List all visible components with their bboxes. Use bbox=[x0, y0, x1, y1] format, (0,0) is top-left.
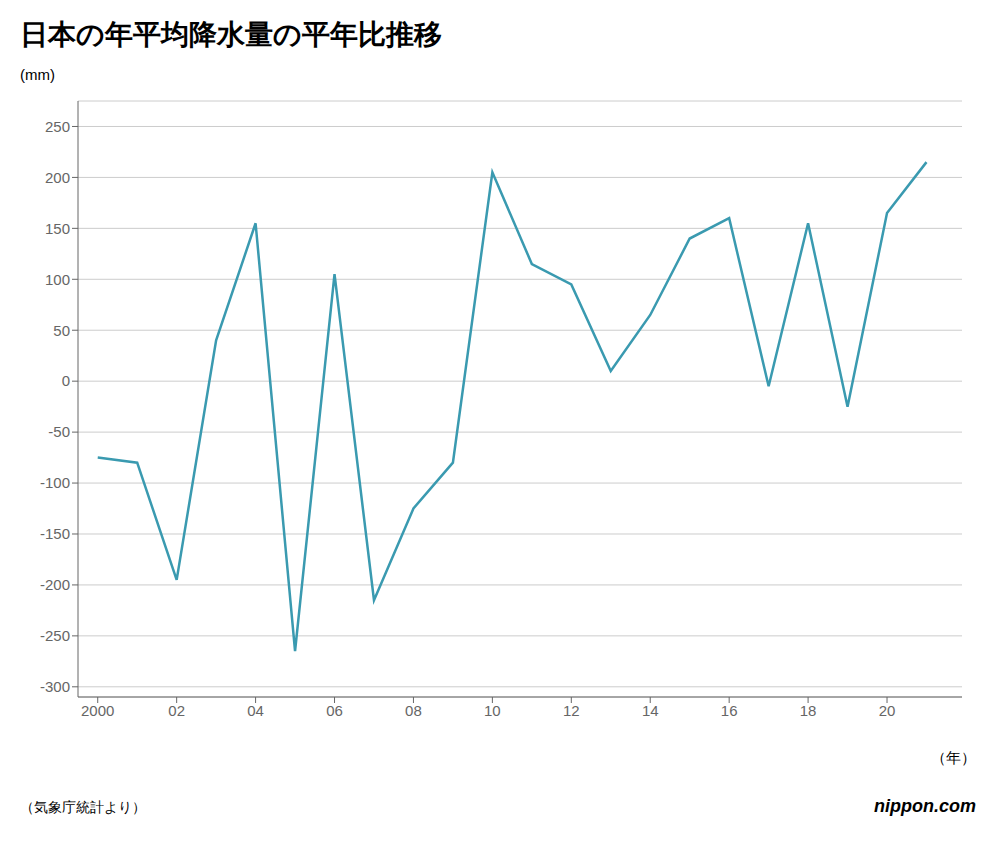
svg-text:-200: -200 bbox=[40, 576, 70, 593]
svg-text:10: 10 bbox=[484, 702, 501, 719]
svg-text:50: 50 bbox=[53, 322, 70, 339]
svg-text:04: 04 bbox=[247, 702, 264, 719]
svg-text:-100: -100 bbox=[40, 474, 70, 491]
svg-text:08: 08 bbox=[405, 702, 422, 719]
svg-text:0: 0 bbox=[62, 372, 70, 389]
svg-text:-50: -50 bbox=[48, 423, 70, 440]
svg-text:16: 16 bbox=[721, 702, 738, 719]
html-text:（気象庁統計より）: （気象庁統計より） bbox=[20, 799, 146, 815]
html-text:(mm): (mm) bbox=[20, 66, 55, 83]
svg-text:150: 150 bbox=[45, 220, 70, 237]
svg-text:14: 14 bbox=[642, 702, 659, 719]
svg-text:200: 200 bbox=[45, 169, 70, 186]
svg-text:20: 20 bbox=[879, 702, 896, 719]
html-text:日本の年平均降水量の平年比推移: 日本の年平均降水量の平年比推移 bbox=[20, 19, 442, 50]
html-text:（年）: （年） bbox=[931, 749, 976, 766]
html-text:nippon.com: nippon.com bbox=[874, 796, 976, 816]
svg-text:-250: -250 bbox=[40, 627, 70, 644]
svg-text:06: 06 bbox=[326, 702, 343, 719]
svg-text:02: 02 bbox=[168, 702, 185, 719]
svg-text:12: 12 bbox=[563, 702, 580, 719]
svg-text:-300: -300 bbox=[40, 678, 70, 695]
svg-text:18: 18 bbox=[800, 702, 817, 719]
svg-text:-150: -150 bbox=[40, 525, 70, 542]
svg-text:250: 250 bbox=[45, 118, 70, 135]
svg-text:2000: 2000 bbox=[81, 702, 114, 719]
svg-text:100: 100 bbox=[45, 271, 70, 288]
